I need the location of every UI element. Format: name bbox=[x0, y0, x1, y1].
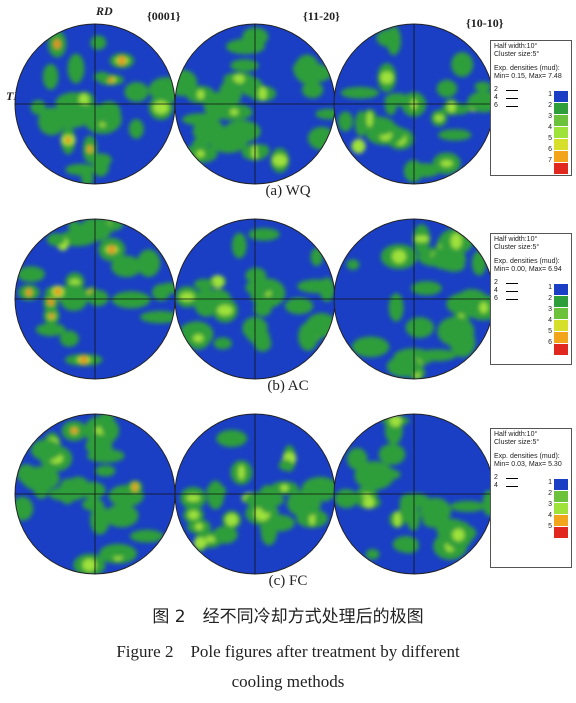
legend-scale-tick: 2 bbox=[548, 102, 552, 109]
legend-contour-level: 6 bbox=[494, 295, 568, 303]
legend-min-max: Min= 0.00, Max= 6.94 bbox=[494, 266, 562, 273]
legend-color-scale bbox=[554, 479, 568, 539]
legend-color-scale bbox=[554, 284, 568, 356]
plane-label-11-20: {11-20} bbox=[303, 9, 340, 23]
plane-label-0001: {0001} bbox=[147, 9, 181, 23]
legend-box: Half width:10° Cluster size:5° Exp. densit… bbox=[490, 428, 572, 568]
legend-scale-tick: 3 bbox=[548, 501, 552, 508]
legend-scale-tick: 4 bbox=[548, 512, 552, 519]
legend-contour-level: 2 bbox=[494, 279, 568, 287]
legend-scale-tick: 2 bbox=[548, 490, 552, 497]
caption-fc: (c) FC bbox=[268, 573, 308, 589]
pole-figure-1-2 bbox=[334, 219, 494, 379]
legend-min-max: Min= 0.15, Max= 7.48 bbox=[494, 73, 562, 80]
legend-scale-tick: 4 bbox=[548, 124, 552, 131]
legend-contour-level: 6 bbox=[494, 102, 568, 110]
pole-figure-row-2 bbox=[14, 413, 495, 575]
legend-scale-tick: 4 bbox=[548, 317, 552, 324]
pole-figure-0-1 bbox=[175, 24, 335, 184]
legend-scale-tick: 7 bbox=[548, 157, 552, 164]
legend-exp-densities: Exp. densities (mud): bbox=[494, 65, 560, 72]
legend-scale-tick: 3 bbox=[548, 113, 552, 120]
figure-title-en-line1: Figure 2 Pole figures after treatment by… bbox=[116, 642, 460, 661]
rd-axis-label: RD bbox=[96, 4, 113, 18]
figure-title-cn: 图 2 经不同冷却方式处理后的极图 bbox=[152, 607, 424, 627]
pole-figure-1-0 bbox=[15, 219, 175, 379]
pole-figure-row-0 bbox=[14, 23, 495, 185]
legend-contour-level: 2 bbox=[494, 474, 568, 482]
pole-figure-row-1 bbox=[14, 218, 495, 380]
legend-scale-tick: 5 bbox=[548, 135, 552, 142]
legend-exp-densities: Exp. densities (mud): bbox=[494, 258, 560, 265]
pole-figure-2-0 bbox=[15, 414, 175, 574]
legend-contour-level: 4 bbox=[494, 287, 568, 295]
legend-cluster-size: Cluster size:5° bbox=[494, 51, 540, 58]
legend-scale-tick: 1 bbox=[548, 91, 552, 98]
legend-scale-tick: 1 bbox=[548, 284, 552, 291]
caption-wq: (a) WQ bbox=[265, 183, 311, 199]
legend-scale-tick: 6 bbox=[548, 146, 552, 153]
legend-contour-level: 4 bbox=[494, 482, 568, 490]
caption-ac: (b) AC bbox=[267, 378, 309, 394]
legend-scale-tick: 6 bbox=[548, 339, 552, 346]
legend-half-width: Half width:10° bbox=[494, 431, 538, 438]
legend-scale-tick: 2 bbox=[548, 295, 552, 302]
legend-scale-tick: 5 bbox=[548, 523, 552, 530]
legend-half-width: Half width:10° bbox=[494, 236, 538, 243]
pole-figure-0-2 bbox=[334, 24, 494, 184]
legend-box: Half width:10° Cluster size:5° Exp. densit… bbox=[490, 233, 572, 365]
plane-label-10-10: {10-10} bbox=[466, 16, 504, 30]
legend-min-max: Min= 0.03, Max= 5.30 bbox=[494, 461, 562, 468]
legend-scale-tick: 3 bbox=[548, 306, 552, 313]
legend-contour-level: 2 bbox=[494, 86, 568, 94]
legend-cluster-size: Cluster size:5° bbox=[494, 439, 540, 446]
legend-exp-densities: Exp. densities (mud): bbox=[494, 453, 560, 460]
legend-contour-level: 4 bbox=[494, 94, 568, 102]
legend-scale-tick: 5 bbox=[548, 328, 552, 335]
figure-title-en-line2: cooling methods bbox=[231, 672, 345, 691]
legend-scale-tick: 1 bbox=[548, 479, 552, 486]
legend-cluster-size: Cluster size:5° bbox=[494, 244, 540, 251]
legend-color-scale bbox=[554, 91, 568, 175]
legend-half-width: Half width:10° bbox=[494, 43, 538, 50]
legend-box: Half width:10° Cluster size:5° Exp. densit… bbox=[490, 40, 572, 176]
